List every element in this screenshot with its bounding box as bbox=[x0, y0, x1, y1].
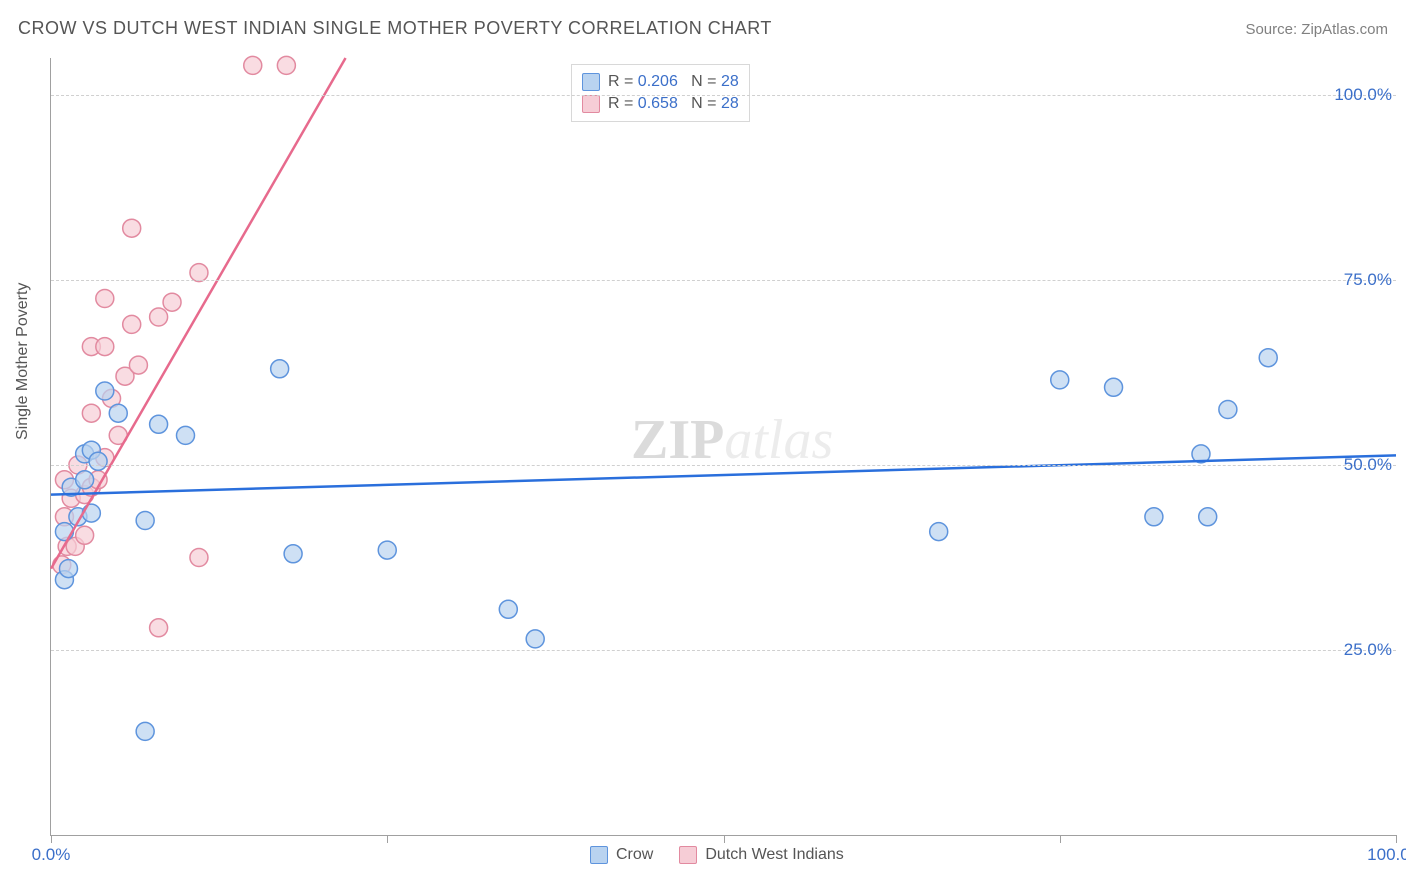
scatter-point bbox=[59, 560, 77, 578]
legend-swatch bbox=[679, 846, 697, 864]
scatter-point bbox=[150, 619, 168, 637]
regression-line bbox=[51, 455, 1396, 494]
scatter-point bbox=[150, 415, 168, 433]
x-tick bbox=[51, 835, 52, 843]
scatter-point bbox=[1219, 401, 1237, 419]
scatter-point bbox=[499, 600, 517, 618]
scatter-point bbox=[930, 523, 948, 541]
scatter-point bbox=[55, 523, 73, 541]
scatter-point bbox=[177, 426, 195, 444]
scatter-point bbox=[82, 404, 100, 422]
scatter-point bbox=[89, 452, 107, 470]
scatter-point bbox=[244, 56, 262, 74]
y-tick-label: 25.0% bbox=[1344, 640, 1392, 660]
scatter-point bbox=[129, 356, 147, 374]
scatter-point bbox=[109, 404, 127, 422]
scatter-point bbox=[190, 264, 208, 282]
scatter-point bbox=[96, 290, 114, 308]
source-attribution: Source: ZipAtlas.com bbox=[1245, 21, 1388, 38]
scatter-point bbox=[1051, 371, 1069, 389]
gridline bbox=[51, 95, 1396, 96]
x-tick bbox=[1396, 835, 1397, 843]
scatter-point bbox=[190, 549, 208, 567]
scatter-point bbox=[136, 722, 154, 740]
scatter-point bbox=[76, 471, 94, 489]
x-tick-label: 0.0% bbox=[32, 845, 71, 865]
scatter-svg bbox=[51, 58, 1396, 835]
legend-swatch bbox=[590, 846, 608, 864]
scatter-point bbox=[123, 219, 141, 237]
y-tick-label: 50.0% bbox=[1344, 455, 1392, 475]
scatter-point bbox=[163, 293, 181, 311]
legend-row: R = 0.206 N = 28 bbox=[582, 71, 739, 93]
x-tick-label: 100.0% bbox=[1367, 845, 1406, 865]
series-legend: Crow Dutch West Indians bbox=[590, 846, 862, 864]
scatter-point bbox=[76, 526, 94, 544]
y-tick-label: 75.0% bbox=[1344, 270, 1392, 290]
scatter-point bbox=[82, 504, 100, 522]
scatter-point bbox=[1105, 378, 1123, 396]
scatter-point bbox=[123, 315, 141, 333]
gridline bbox=[51, 280, 1396, 281]
scatter-point bbox=[526, 630, 544, 648]
legend-swatch bbox=[582, 73, 600, 91]
y-axis-label: Single Mother Poverty bbox=[14, 283, 32, 440]
legend-text: R = 0.658 N = 28 bbox=[608, 95, 739, 113]
x-tick bbox=[387, 835, 388, 843]
scatter-point bbox=[136, 512, 154, 530]
series-label: Crow bbox=[616, 846, 653, 864]
scatter-point bbox=[96, 382, 114, 400]
chart-title: CROW VS DUTCH WEST INDIAN SINGLE MOTHER … bbox=[18, 18, 772, 39]
gridline bbox=[51, 465, 1396, 466]
scatter-point bbox=[96, 338, 114, 356]
scatter-point bbox=[277, 56, 295, 74]
scatter-point bbox=[150, 308, 168, 326]
x-tick bbox=[724, 835, 725, 843]
scatter-point bbox=[1145, 508, 1163, 526]
correlation-legend: R = 0.206 N = 28 R = 0.658 N = 28 bbox=[571, 64, 750, 122]
scatter-point bbox=[378, 541, 396, 559]
regression-line bbox=[51, 58, 346, 569]
gridline bbox=[51, 650, 1396, 651]
scatter-point bbox=[1259, 349, 1277, 367]
series-label: Dutch West Indians bbox=[705, 846, 843, 864]
legend-row: R = 0.658 N = 28 bbox=[582, 93, 739, 115]
plot-area: ZIPatlas R = 0.206 N = 28R = 0.658 N = 2… bbox=[50, 58, 1396, 836]
legend-swatch bbox=[582, 95, 600, 113]
y-tick-label: 100.0% bbox=[1334, 85, 1392, 105]
chart-header: CROW VS DUTCH WEST INDIAN SINGLE MOTHER … bbox=[18, 18, 1388, 39]
scatter-point bbox=[1199, 508, 1217, 526]
x-tick bbox=[1060, 835, 1061, 843]
scatter-point bbox=[284, 545, 302, 563]
scatter-point bbox=[271, 360, 289, 378]
legend-text: R = 0.206 N = 28 bbox=[608, 73, 739, 91]
